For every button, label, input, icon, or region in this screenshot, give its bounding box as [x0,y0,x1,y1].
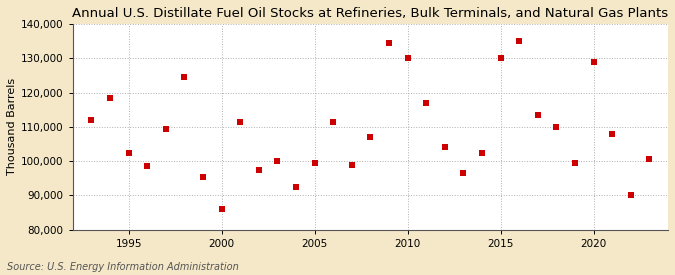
Point [644,157,655,162]
Point [570,161,580,165]
Point [458,171,469,175]
Point [216,207,227,211]
Point [383,40,394,45]
Point [198,174,209,179]
Point [161,126,171,131]
Point [86,118,97,122]
Point [328,119,339,124]
Point [253,167,264,172]
Point [291,185,302,189]
Point [495,56,506,60]
Point [346,162,357,167]
Point [439,145,450,150]
Point [477,150,487,155]
Point [179,75,190,79]
Point [365,135,376,139]
Point [402,56,413,60]
Point [588,59,599,64]
Y-axis label: Thousand Barrels: Thousand Barrels [7,78,17,175]
Point [105,95,115,100]
Point [514,39,524,43]
Text: Source: U.S. Energy Information Administration: Source: U.S. Energy Information Administ… [7,262,238,272]
Point [421,101,431,105]
Point [272,159,283,163]
Point [123,150,134,155]
Point [309,161,320,165]
Point [551,125,562,129]
Point [235,119,246,124]
Title: Annual U.S. Distillate Fuel Oil Stocks at Refineries, Bulk Terminals, and Natura: Annual U.S. Distillate Fuel Oil Stocks a… [72,7,668,20]
Point [607,131,618,136]
Point [533,113,543,117]
Point [626,193,637,198]
Point [142,164,153,169]
